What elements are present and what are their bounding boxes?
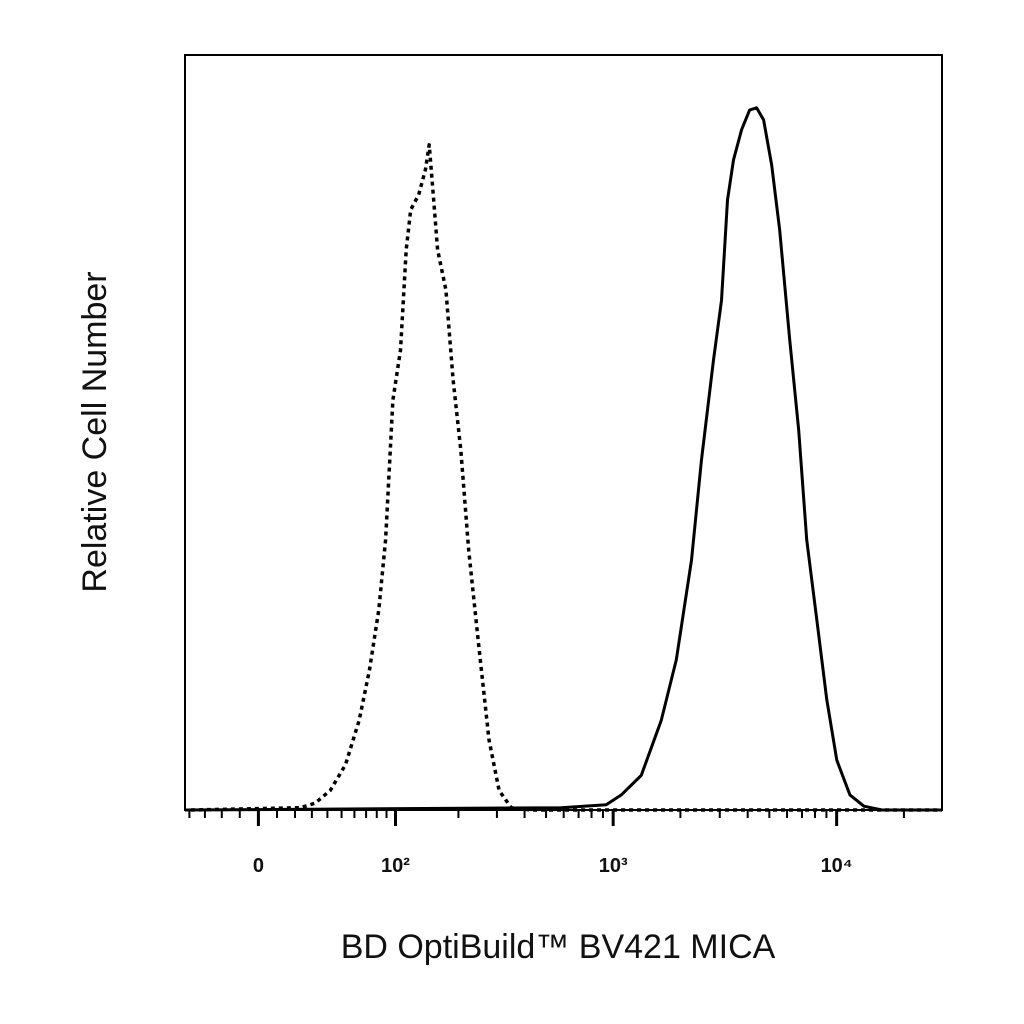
x-tick-label: 10² xyxy=(381,855,410,877)
y-axis-title: Relative Cell Number xyxy=(76,271,114,592)
x-tick-label: 10⁴ xyxy=(821,855,853,877)
histogram-line xyxy=(184,106,942,812)
x-tick-label: 0 xyxy=(253,855,264,877)
x-tick-label: 10³ xyxy=(599,855,628,877)
x-axis-title: BD OptiBuild™ BV421 MICA xyxy=(341,928,776,966)
